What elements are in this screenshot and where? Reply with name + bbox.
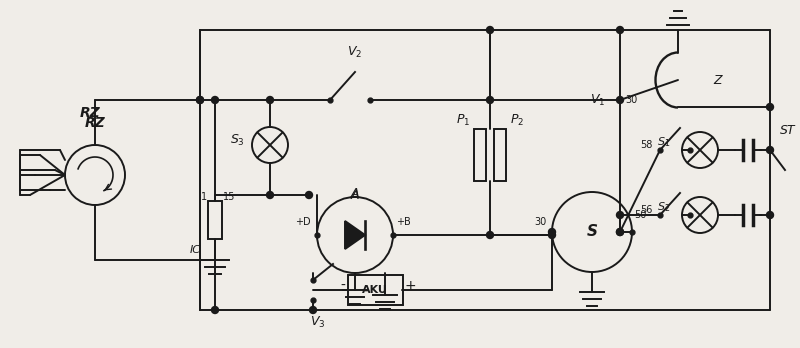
Text: RZ: RZ <box>85 116 106 130</box>
Text: 30: 30 <box>534 217 547 227</box>
Text: A: A <box>350 189 359 202</box>
Text: IC: IC <box>190 245 201 255</box>
Text: $P_2$: $P_2$ <box>510 112 524 128</box>
Text: +: + <box>405 279 417 293</box>
Text: 56: 56 <box>640 205 652 215</box>
Text: S: S <box>586 224 598 239</box>
Text: Z: Z <box>713 73 722 87</box>
Bar <box>474 129 486 181</box>
Polygon shape <box>345 221 365 249</box>
Bar <box>347 275 402 305</box>
Circle shape <box>617 212 623 219</box>
Circle shape <box>617 26 623 33</box>
Circle shape <box>211 307 218 314</box>
Circle shape <box>306 191 313 198</box>
Text: $V_2$: $V_2$ <box>347 45 362 60</box>
Circle shape <box>766 147 774 153</box>
Text: AKU: AKU <box>362 285 388 295</box>
Circle shape <box>617 229 623 236</box>
Circle shape <box>211 96 218 103</box>
Text: $S_2$: $S_2$ <box>657 200 670 214</box>
Text: 15: 15 <box>223 192 235 202</box>
Circle shape <box>266 96 274 103</box>
Text: A: A <box>350 187 359 200</box>
Bar <box>494 129 506 181</box>
Circle shape <box>549 229 555 236</box>
Text: -: - <box>340 279 345 293</box>
Text: $P_1$: $P_1$ <box>456 112 470 128</box>
Text: +B: +B <box>396 217 410 227</box>
Text: $V_1$: $V_1$ <box>590 93 605 108</box>
Circle shape <box>486 96 494 103</box>
Circle shape <box>197 96 203 103</box>
Bar <box>208 201 222 239</box>
Text: $S_1$: $S_1$ <box>657 135 670 149</box>
Circle shape <box>766 212 774 219</box>
Text: +D: +D <box>295 217 311 227</box>
Circle shape <box>617 229 623 236</box>
Text: 30: 30 <box>625 95 638 105</box>
Circle shape <box>197 96 203 103</box>
Circle shape <box>617 96 623 103</box>
Circle shape <box>766 103 774 111</box>
Circle shape <box>486 26 494 33</box>
Circle shape <box>310 307 317 314</box>
Text: 58: 58 <box>640 140 652 150</box>
Text: 50: 50 <box>634 210 646 220</box>
Circle shape <box>266 191 274 198</box>
Text: $V_3$: $V_3$ <box>310 315 326 330</box>
Text: 1: 1 <box>201 192 207 202</box>
Circle shape <box>486 231 494 238</box>
Circle shape <box>549 231 555 238</box>
Text: $S_3$: $S_3$ <box>230 133 245 148</box>
Text: ST: ST <box>780 124 795 136</box>
Text: RZ: RZ <box>80 106 100 120</box>
